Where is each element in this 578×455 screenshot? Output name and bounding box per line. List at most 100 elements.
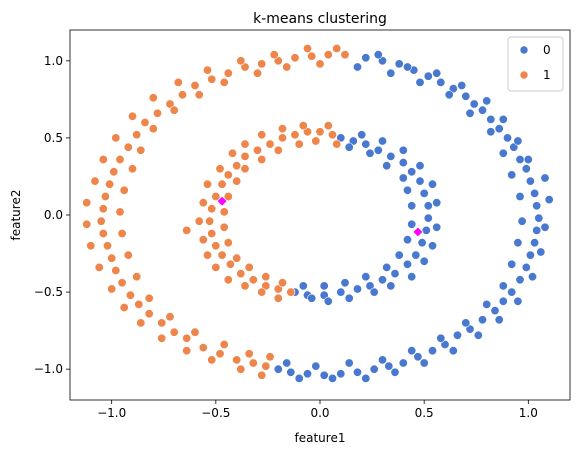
point-cluster-1-134 <box>257 287 267 297</box>
point-cluster-0-4 <box>423 71 433 81</box>
point-cluster-0-76 <box>507 259 517 269</box>
point-cluster-0-20 <box>532 225 542 235</box>
point-cluster-1-35 <box>232 355 242 365</box>
point-cluster-0-38 <box>336 369 346 379</box>
point-cluster-0-29 <box>465 324 475 334</box>
point-cluster-1-133 <box>240 281 250 291</box>
point-cluster-1-79 <box>244 349 254 359</box>
point-cluster-1-57 <box>182 346 192 356</box>
point-cluster-1-20 <box>98 204 108 214</box>
point-cluster-0-12 <box>502 133 512 143</box>
point-cluster-1-114 <box>223 238 233 248</box>
point-cluster-0-53 <box>540 222 550 232</box>
point-cluster-1-126 <box>203 179 213 189</box>
point-cluster-0-14 <box>515 155 525 165</box>
centroid-marker-1 <box>412 226 424 238</box>
point-cluster-0-22 <box>525 250 535 260</box>
point-cluster-0-104 <box>352 284 362 294</box>
point-cluster-0-87 <box>348 136 358 146</box>
point-cluster-0-118 <box>382 262 392 272</box>
point-cluster-1-45 <box>128 111 138 121</box>
point-cluster-1-77 <box>190 327 200 337</box>
point-cluster-0-46 <box>457 81 467 91</box>
point-cluster-1-102 <box>273 284 283 294</box>
point-cluster-1-5 <box>257 59 267 69</box>
point-cluster-0-112 <box>398 173 408 183</box>
point-cluster-1-68 <box>136 145 146 155</box>
point-cluster-1-33 <box>198 343 208 353</box>
point-cluster-0-31 <box>440 339 450 349</box>
point-cluster-0-70 <box>486 127 496 137</box>
point-cluster-1-128 <box>194 216 204 226</box>
point-cluster-0-48 <box>498 114 508 124</box>
point-cluster-1-115 <box>232 253 242 263</box>
centroid-marker-0 <box>216 195 228 207</box>
point-cluster-1-75 <box>144 293 154 303</box>
point-cluster-0-1 <box>377 56 387 66</box>
point-cluster-1-112 <box>219 207 229 217</box>
point-cluster-1-100 <box>248 275 258 285</box>
point-cluster-0-130 <box>427 241 437 251</box>
point-cluster-1-14 <box>132 130 142 140</box>
point-cluster-0-125 <box>398 145 408 155</box>
point-cluster-0-15 <box>521 164 531 174</box>
point-cluster-1-74 <box>132 272 142 282</box>
point-cluster-0-105 <box>336 287 346 297</box>
point-cluster-1-19 <box>100 192 110 202</box>
point-cluster-1-111 <box>223 192 233 202</box>
point-cluster-0-59 <box>448 346 458 356</box>
point-cluster-0-25 <box>507 287 517 297</box>
point-cluster-0-85 <box>282 358 292 368</box>
point-cluster-1-24 <box>107 253 117 263</box>
point-cluster-0-91 <box>398 158 408 168</box>
point-cluster-0-33 <box>413 352 423 362</box>
point-cluster-1-73 <box>123 250 133 260</box>
point-cluster-0-100 <box>402 259 412 269</box>
point-cluster-1-108 <box>257 155 267 165</box>
point-cluster-1-124 <box>228 148 238 158</box>
point-cluster-0-62 <box>361 373 371 383</box>
point-cluster-0-74 <box>517 216 527 226</box>
point-cluster-1-40 <box>269 50 279 60</box>
point-cluster-0-109 <box>344 142 354 152</box>
point-cluster-0-17 <box>530 188 540 198</box>
point-cluster-1-11 <box>165 99 175 109</box>
point-cluster-0-120 <box>340 278 350 288</box>
point-cluster-1-38 <box>332 43 342 53</box>
point-cluster-1-58 <box>207 355 217 365</box>
point-cluster-1-121 <box>277 124 287 134</box>
point-cluster-0-114 <box>407 201 417 211</box>
point-cluster-0-5 <box>436 77 446 87</box>
point-cluster-0-93 <box>415 176 425 186</box>
point-cluster-0-88 <box>361 139 371 149</box>
point-cluster-0-28 <box>477 315 487 325</box>
point-cluster-0-42 <box>273 364 283 374</box>
point-cluster-1-48 <box>90 176 100 186</box>
point-cluster-0-123 <box>357 130 367 140</box>
point-cluster-0-50 <box>523 155 533 165</box>
chart-title: k-means clustering <box>253 11 387 27</box>
point-cluster-1-82 <box>315 127 325 137</box>
point-cluster-1-72 <box>117 229 127 239</box>
point-cluster-0-128 <box>432 198 442 208</box>
point-cluster-0-86 <box>336 133 346 143</box>
x-axis-ticks: −1.0 −0.5 0.0 0.5 1.0 <box>97 400 538 420</box>
point-cluster-1-26 <box>117 278 127 288</box>
legend-marker-0 <box>519 45 529 55</box>
point-cluster-1-76 <box>165 312 175 322</box>
point-cluster-0-37 <box>352 367 362 377</box>
x-tick-label-1: −0.5 <box>201 406 230 420</box>
point-cluster-1-130 <box>203 250 213 260</box>
point-cluster-0-34 <box>398 358 408 368</box>
point-cluster-0-26 <box>498 296 508 306</box>
point-cluster-1-84 <box>290 130 300 140</box>
point-cluster-1-71 <box>115 207 125 217</box>
point-cluster-1-81 <box>327 130 337 140</box>
point-cluster-1-18 <box>105 179 115 189</box>
point-cluster-0-69 <box>465 108 475 118</box>
point-cluster-0-68 <box>444 90 454 100</box>
point-cluster-0-124 <box>377 136 387 146</box>
point-cluster-1-66 <box>169 105 179 115</box>
point-cluster-0-57 <box>494 315 504 325</box>
point-cluster-1-30 <box>157 318 167 328</box>
